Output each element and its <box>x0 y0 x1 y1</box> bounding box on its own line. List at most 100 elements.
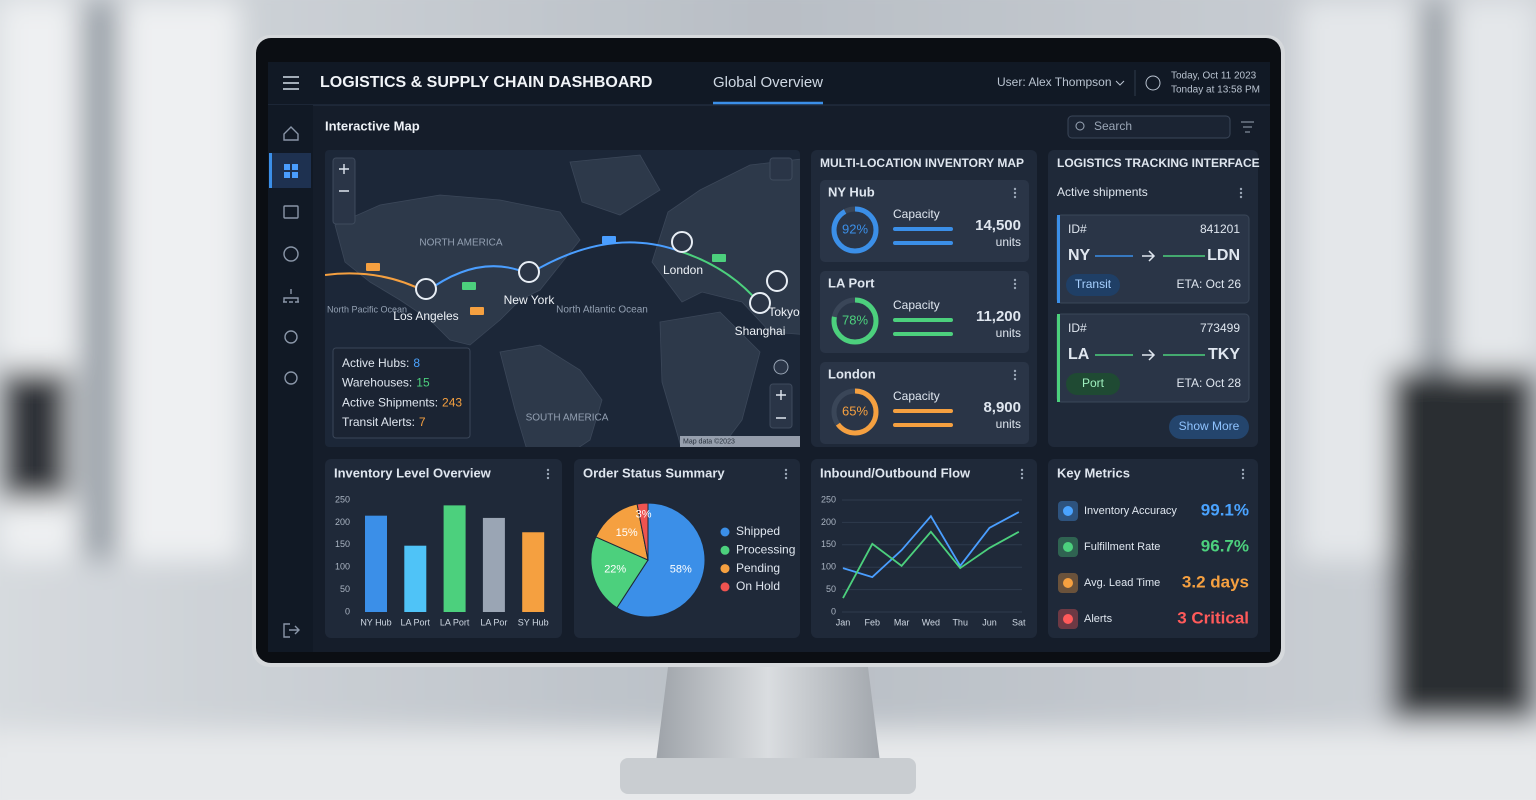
metric-value: 99.1% <box>1201 500 1249 519</box>
y-tick-label: 0 <box>345 606 350 616</box>
attribution: Map data ©2023 <box>683 437 735 445</box>
dot <box>1013 195 1017 199</box>
capacity-bar <box>893 227 953 231</box>
more-icon[interactable] <box>1239 187 1243 199</box>
more-icon[interactable] <box>1013 278 1017 290</box>
map-label: North Atlantic Ocean <box>556 305 648 316</box>
app-title: LOGISTICS & SUPPLY CHAIN DASHBOARD <box>320 74 652 91</box>
legend-swatch <box>720 545 730 555</box>
status-pill <box>1066 274 1120 296</box>
eta: ETA: Oct 26 <box>1177 277 1242 291</box>
dot <box>1013 286 1017 290</box>
map-label: Shanghai <box>735 324 786 338</box>
x-tick-label: LA Por <box>480 617 507 627</box>
location-name: NY Hub <box>828 184 875 199</box>
monitor-stand <box>656 667 880 762</box>
metric-label: Alerts <box>1084 613 1113 625</box>
capacity-bar <box>893 423 953 427</box>
attribution-bg <box>680 436 800 447</box>
slice-label: 58% <box>670 564 692 576</box>
nav-home[interactable] <box>283 126 299 141</box>
legend-label: On Hold <box>736 579 780 593</box>
metric-label: Inventory Accuracy <box>1084 505 1177 517</box>
more-icon[interactable] <box>1013 187 1017 199</box>
time: Tonday at 13:58 PM <box>1171 85 1260 96</box>
units-value: 8,900 <box>983 399 1021 416</box>
x-tick-label: SY Hub <box>518 617 549 627</box>
nav-dashboard[interactable] <box>284 164 298 178</box>
map <box>325 150 800 447</box>
destination: TKY <box>1208 346 1240 363</box>
y-tick-label: 200 <box>335 517 350 527</box>
nav-analytics[interactable] <box>283 246 299 262</box>
menu-icon[interactable] <box>283 76 299 90</box>
nav-network[interactable] <box>283 289 299 303</box>
map-label: London <box>663 263 703 277</box>
panel-title: MULTI-LOCATION INVENTORY MAP <box>820 156 1024 170</box>
dot <box>1013 191 1017 195</box>
map-label: North Pacific Ocean <box>327 304 407 314</box>
show-more-button[interactable] <box>1169 415 1249 439</box>
nav-reports[interactable] <box>283 205 299 219</box>
more-icon[interactable] <box>784 468 788 480</box>
dot <box>1020 476 1024 480</box>
dot <box>1013 377 1017 381</box>
status: Port <box>1082 376 1105 390</box>
shipment-accent <box>1057 215 1060 303</box>
line <box>842 530 1020 599</box>
ring-label: 65% <box>842 403 868 418</box>
destination: LDN <box>1207 247 1240 264</box>
capacity-label: Capacity <box>893 298 940 312</box>
stat-label: Active Shipments: <box>342 396 438 410</box>
tab[interactable]: Global Overview <box>713 74 823 91</box>
pie-slice <box>590 536 649 609</box>
location-name: London <box>828 366 876 381</box>
more-icon[interactable] <box>1241 468 1245 480</box>
ring-label: 92% <box>842 221 868 236</box>
status: Transit <box>1075 277 1112 291</box>
dot <box>1020 472 1024 476</box>
more-icon[interactable] <box>1020 468 1024 480</box>
dot <box>546 468 550 472</box>
x-tick-label: LA Port <box>401 617 431 627</box>
id-label: ID# <box>1068 222 1087 236</box>
nav-logout[interactable] <box>283 623 300 638</box>
y-tick-label: 50 <box>340 584 350 594</box>
panel-title: Inventory Level Overview <box>334 465 492 480</box>
show-more-label[interactable]: Show More <box>1179 419 1240 433</box>
id-label: ID# <box>1068 321 1087 335</box>
map-label: New York <box>504 293 556 307</box>
pie-slice <box>595 503 649 561</box>
more-icon[interactable] <box>546 468 550 480</box>
dot <box>1013 187 1017 191</box>
shipment-id: 773499 <box>1200 321 1240 335</box>
x-tick-label: LA Port <box>440 617 470 627</box>
zoom-controls[interactable] <box>332 157 793 429</box>
more-icon[interactable] <box>1013 369 1017 381</box>
capacity-bar <box>893 241 953 245</box>
user-chevron <box>1115 80 1125 86</box>
metric-value: 96.7% <box>1201 536 1249 555</box>
origin: NY <box>1068 247 1091 264</box>
ring-arc <box>831 206 879 254</box>
filter-icon[interactable] <box>1241 121 1254 133</box>
header-bar <box>268 62 1270 105</box>
ring-label: 78% <box>842 312 868 327</box>
panel-subtitle: Active shipments <box>1057 185 1148 199</box>
units-label: units <box>996 235 1021 249</box>
nav-settings[interactable] <box>284 371 298 385</box>
metric-value: 3 Critical <box>1177 608 1249 627</box>
y-tick-label: 100 <box>821 562 836 572</box>
legend-swatch <box>720 527 730 537</box>
panel-title: Inbound/Outbound Flow <box>820 465 971 480</box>
x-tick-label: Sat <box>1012 617 1026 627</box>
panel-title: LOGISTICS TRACKING INTERFACE <box>1057 156 1260 170</box>
dot <box>1013 369 1017 373</box>
x-tick-label: Jun <box>982 617 997 627</box>
active-indicator <box>269 153 272 188</box>
dot <box>784 476 788 480</box>
dot <box>784 472 788 476</box>
user[interactable]: User: Alex Thompson <box>997 75 1112 89</box>
nav-tracking[interactable] <box>284 330 298 344</box>
search-box[interactable] <box>1067 115 1231 139</box>
